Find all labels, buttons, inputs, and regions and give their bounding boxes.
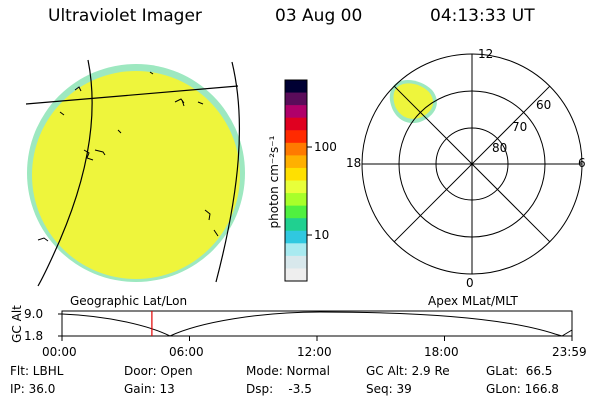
- gc-alt-info: GC Alt: 2.9 Re: [366, 364, 450, 378]
- mode-info: Mode: Normal: [246, 364, 330, 378]
- coastlines: [37, 71, 219, 242]
- apex-caption: Apex MLat/MLT: [428, 294, 518, 308]
- colorbar-label-10: 10: [314, 228, 330, 242]
- colorbar-stripe: [285, 92, 307, 106]
- lat-label-80: 80: [492, 141, 508, 155]
- colorbar-stripe: [285, 80, 307, 94]
- colorbar-label-100: 100: [314, 140, 337, 154]
- colorbar-stripe: [285, 193, 307, 207]
- latitude-line: [25, 85, 239, 105]
- colorbar-stripe: [285, 255, 307, 270]
- xtick-label-1800: 18:00: [424, 345, 459, 359]
- diagonal-ne-sw: [393, 85, 551, 243]
- colorbar-stripe: [285, 142, 307, 156]
- seq-info: Seq: 39: [366, 382, 412, 396]
- glon-info: GLon: 166.8: [486, 382, 559, 396]
- geographic-image: [25, 59, 245, 287]
- colorbar-stripe: [285, 180, 307, 194]
- geographic-caption: Geographic Lat/Lon: [70, 294, 188, 308]
- colorbar-stripe: [285, 205, 307, 219]
- door-info: Door: Open: [124, 364, 193, 378]
- colorbar-stripe: [285, 230, 307, 244]
- mlt-label-12: 12: [478, 47, 494, 61]
- mlt-label-18: 18: [346, 156, 362, 170]
- colorbar-stripe: [285, 105, 307, 119]
- image-disk: [32, 71, 240, 279]
- colorbar-stripe: [285, 155, 307, 169]
- colorbar-stripe: [285, 218, 307, 232]
- colorbar-unit-label: photon cm⁻²s⁻¹: [267, 135, 281, 229]
- ytick-label-9: 9.0: [24, 307, 44, 321]
- gain-info: Gain: 13: [124, 382, 175, 396]
- colorbar: [284, 79, 312, 282]
- colorbar-stripe: [285, 117, 307, 131]
- time-label: 04:13:33 UT: [430, 6, 535, 26]
- mlt-label-6: 6: [578, 156, 586, 170]
- timeline-axis-label: GC Alt: [9, 305, 24, 343]
- xtick-label-0000: 00:00: [42, 345, 77, 359]
- colorbar-stripe: [285, 167, 307, 182]
- instrument-title: Ultraviolet Imager: [48, 6, 202, 26]
- mlt-label-0: 0: [466, 276, 474, 290]
- polar-plot: [361, 53, 583, 275]
- ip-info: IP: 36.0: [10, 382, 56, 396]
- longitude-line-west: [37, 59, 93, 287]
- glat-info: GLat: 66.5: [486, 364, 553, 378]
- filter-info: Flt: LBHL: [10, 364, 64, 378]
- lat-label-70: 70: [512, 120, 528, 134]
- colorbar-stripe: [285, 130, 307, 144]
- date-label: 03 Aug 00: [275, 6, 363, 26]
- xtick-label-1200: 12:00: [297, 345, 332, 359]
- ytick-label-1-8: 1.8: [24, 329, 44, 343]
- timeline-frame: [61, 310, 573, 337]
- xtick-label-0600: 06:00: [169, 345, 204, 359]
- longitude-line-east: [215, 61, 241, 283]
- colorbar-stripe: [285, 243, 307, 257]
- altitude-curve: [61, 311, 573, 337]
- lat-label-60: 60: [536, 98, 552, 112]
- colorbar-frame: [284, 79, 308, 282]
- altitude-timeline: [58, 310, 573, 341]
- dsp-info: Dsp: -3.5: [246, 382, 312, 396]
- colorbar-stripe: [285, 268, 307, 282]
- xtick-label-2359: 23:59: [552, 345, 587, 359]
